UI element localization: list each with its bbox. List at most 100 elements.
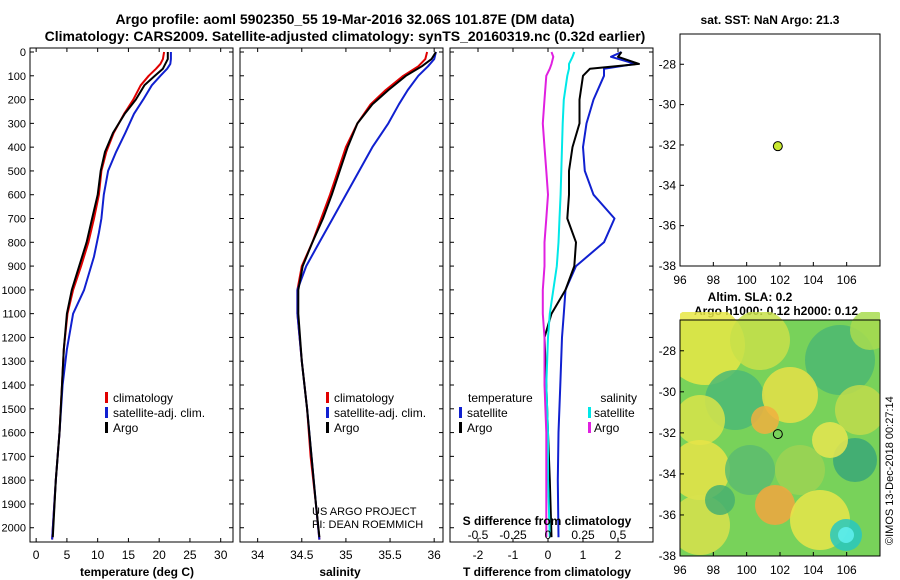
temperature-xlabel: temperature (deg C) xyxy=(80,565,194,579)
difference-legend-salinity: salinity satellite Argo xyxy=(588,391,637,435)
depth-tick-label: 1200 xyxy=(2,332,26,344)
map-y-tick-label: -28 xyxy=(659,57,677,71)
heatmap-cell xyxy=(755,485,795,525)
series-line-salinity-argo xyxy=(541,51,555,538)
depth-tick-label: 1700 xyxy=(2,451,26,463)
x-tick-label: -1 xyxy=(508,548,519,562)
x-tick-label: 25 xyxy=(183,548,197,562)
s-difference-ticks: -0.5 -0.25 0 0.25 0.5 xyxy=(468,528,627,542)
legend-swatch-argo xyxy=(105,422,108,433)
map-x-tick-label: 98 xyxy=(707,563,721,577)
map-y-tick-label: -32 xyxy=(659,426,677,440)
x-tick-label: 20 xyxy=(153,548,167,562)
salinity-xlabel: salinity xyxy=(319,565,361,579)
map-y-tick-label: -32 xyxy=(659,138,677,152)
map-y-tick-label: -38 xyxy=(659,549,677,563)
difference-plot-frame xyxy=(449,47,654,543)
depth-tick-label: 100 xyxy=(8,71,26,83)
map-x-tick-label: 96 xyxy=(673,273,687,287)
difference-legend-temperature: temperature satellite Argo xyxy=(459,391,533,435)
series-line-satellite-adj-clim- xyxy=(51,52,172,540)
legend-swatch-climatology xyxy=(326,392,329,403)
difference-ticks: -2 -1 0 1 2 xyxy=(450,48,653,562)
x-tick-label: -2 xyxy=(473,548,484,562)
sla-heatmap-field xyxy=(680,312,880,556)
x-tick-label: 35.5 xyxy=(378,548,402,562)
depth-tick-label: 600 xyxy=(8,190,26,202)
depth-tick-label: 900 xyxy=(8,261,26,273)
salinity-plot-frame xyxy=(239,47,444,543)
legend-title-salinity: salinity xyxy=(600,391,637,405)
depth-tick-label: 500 xyxy=(8,166,26,178)
series-line-temperature-satellite xyxy=(556,51,637,538)
heatmap-cell xyxy=(775,445,825,495)
heatmap-cell xyxy=(835,385,880,435)
sla-map-title2: Argo h1000: 0.12 h2000: 0.12 xyxy=(694,304,858,318)
sst-map-panel: sat. SST: NaN Argo: 21.3 96 98 100 102 104 10… xyxy=(659,13,881,287)
legend-swatch-sal-satellite xyxy=(588,407,591,418)
salinity-panel: 34 34.5 35 35.5 36 salinity climatology sate… xyxy=(239,47,444,579)
x-tick-label: 5 xyxy=(64,548,71,562)
map-y-tick-label: -36 xyxy=(659,508,677,522)
legend-swatch-temp-argo xyxy=(459,422,462,433)
depth-tick-label: 1800 xyxy=(2,475,26,487)
argo-position-marker xyxy=(772,141,783,152)
heatmap-cell xyxy=(725,445,775,495)
temperature-panel: 0 5 10 15 20 25 30 temperature (deg C) climato… xyxy=(29,47,234,579)
depth-tick-label: 1600 xyxy=(2,428,26,440)
x-tick-label: 35 xyxy=(339,548,353,562)
depth-tick-label: 1500 xyxy=(2,404,26,416)
depth-tick-label: 1400 xyxy=(2,380,26,392)
legend-label-argo: Argo xyxy=(113,421,139,435)
sla-map-title1: Altim. SLA: 0.2 xyxy=(708,290,793,304)
s-tick-label: 0.5 xyxy=(610,528,627,542)
salinity-series xyxy=(296,51,437,540)
depth-tick-label: 700 xyxy=(8,214,26,226)
depth-tick-label: 1100 xyxy=(2,309,26,321)
s-difference-label: S difference from climatology xyxy=(463,514,632,528)
map-x-tick-label: 102 xyxy=(770,563,790,577)
heatmap-cell xyxy=(680,312,745,385)
temperature-series xyxy=(51,51,172,540)
series-line-salinity-satellite xyxy=(545,51,576,538)
figure-title-line2: Climatology: CARS2009. Satellite-adjuste… xyxy=(45,28,646,44)
sst-map-title: sat. SST: NaN Argo: 21.3 xyxy=(701,13,840,27)
legend-swatch-argo xyxy=(326,422,329,433)
map-x-tick-label: 96 xyxy=(673,563,687,577)
sla-map-ticks: 96 98 100 102 104 106 -28 -30 -32 -34 -36 -38 xyxy=(659,344,857,577)
sla-map-points xyxy=(772,429,783,440)
temperature-plot-frame xyxy=(29,47,234,543)
x-tick-label: 1 xyxy=(580,548,587,562)
x-tick-label: 0 xyxy=(545,548,552,562)
depth-tick-label: 1900 xyxy=(2,499,26,511)
legend-swatch-sal-argo xyxy=(588,422,591,433)
legend-label-temp-argo: Argo xyxy=(467,421,493,435)
s-tick-label: -0.5 xyxy=(468,528,489,542)
depth-tick-label: 1000 xyxy=(2,285,26,297)
legend-swatch-satellite xyxy=(326,407,329,418)
figure-title-line1: Argo profile: aoml 5902350_55 19-Mar-201… xyxy=(115,11,574,27)
credit-line1: US ARGO PROJECT xyxy=(312,506,417,518)
depth-axis-labels: 0 100 200 300 400 500 600 700 800 900 1000 1100 1200… xyxy=(2,47,26,535)
temperature-ticks: 0 5 10 15 20 25 30 xyxy=(30,48,233,562)
x-tick-label: 34.5 xyxy=(290,548,314,562)
map-y-tick-label: -36 xyxy=(659,219,677,233)
difference-series xyxy=(541,51,640,538)
x-tick-label: 34 xyxy=(251,548,265,562)
sla-map-panel: Altim. SLA: 0.2 Argo h1000: 0.12 h2000: … xyxy=(659,290,881,577)
heatmap-cell xyxy=(680,440,730,500)
depth-tick-label: 800 xyxy=(8,237,26,249)
map-x-tick-label: 100 xyxy=(737,563,757,577)
map-x-tick-label: 100 xyxy=(737,273,757,287)
heatmap-cell xyxy=(705,485,735,515)
temperature-legend: climatology satellite-adj. clim. Argo xyxy=(105,391,205,435)
map-x-tick-label: 106 xyxy=(837,563,857,577)
legend-label-temp-satellite: satellite xyxy=(467,406,508,420)
legend-label-satellite: satellite-adj. clim. xyxy=(334,406,426,420)
legend-label-sal-satellite: satellite xyxy=(594,406,635,420)
legend-swatch-climatology xyxy=(105,392,108,403)
salinity-legend: climatology satellite-adj. clim. Argo xyxy=(326,391,426,435)
map-x-tick-label: 104 xyxy=(803,563,823,577)
salinity-ticks: 34 34.5 35 35.5 36 xyxy=(240,48,443,562)
